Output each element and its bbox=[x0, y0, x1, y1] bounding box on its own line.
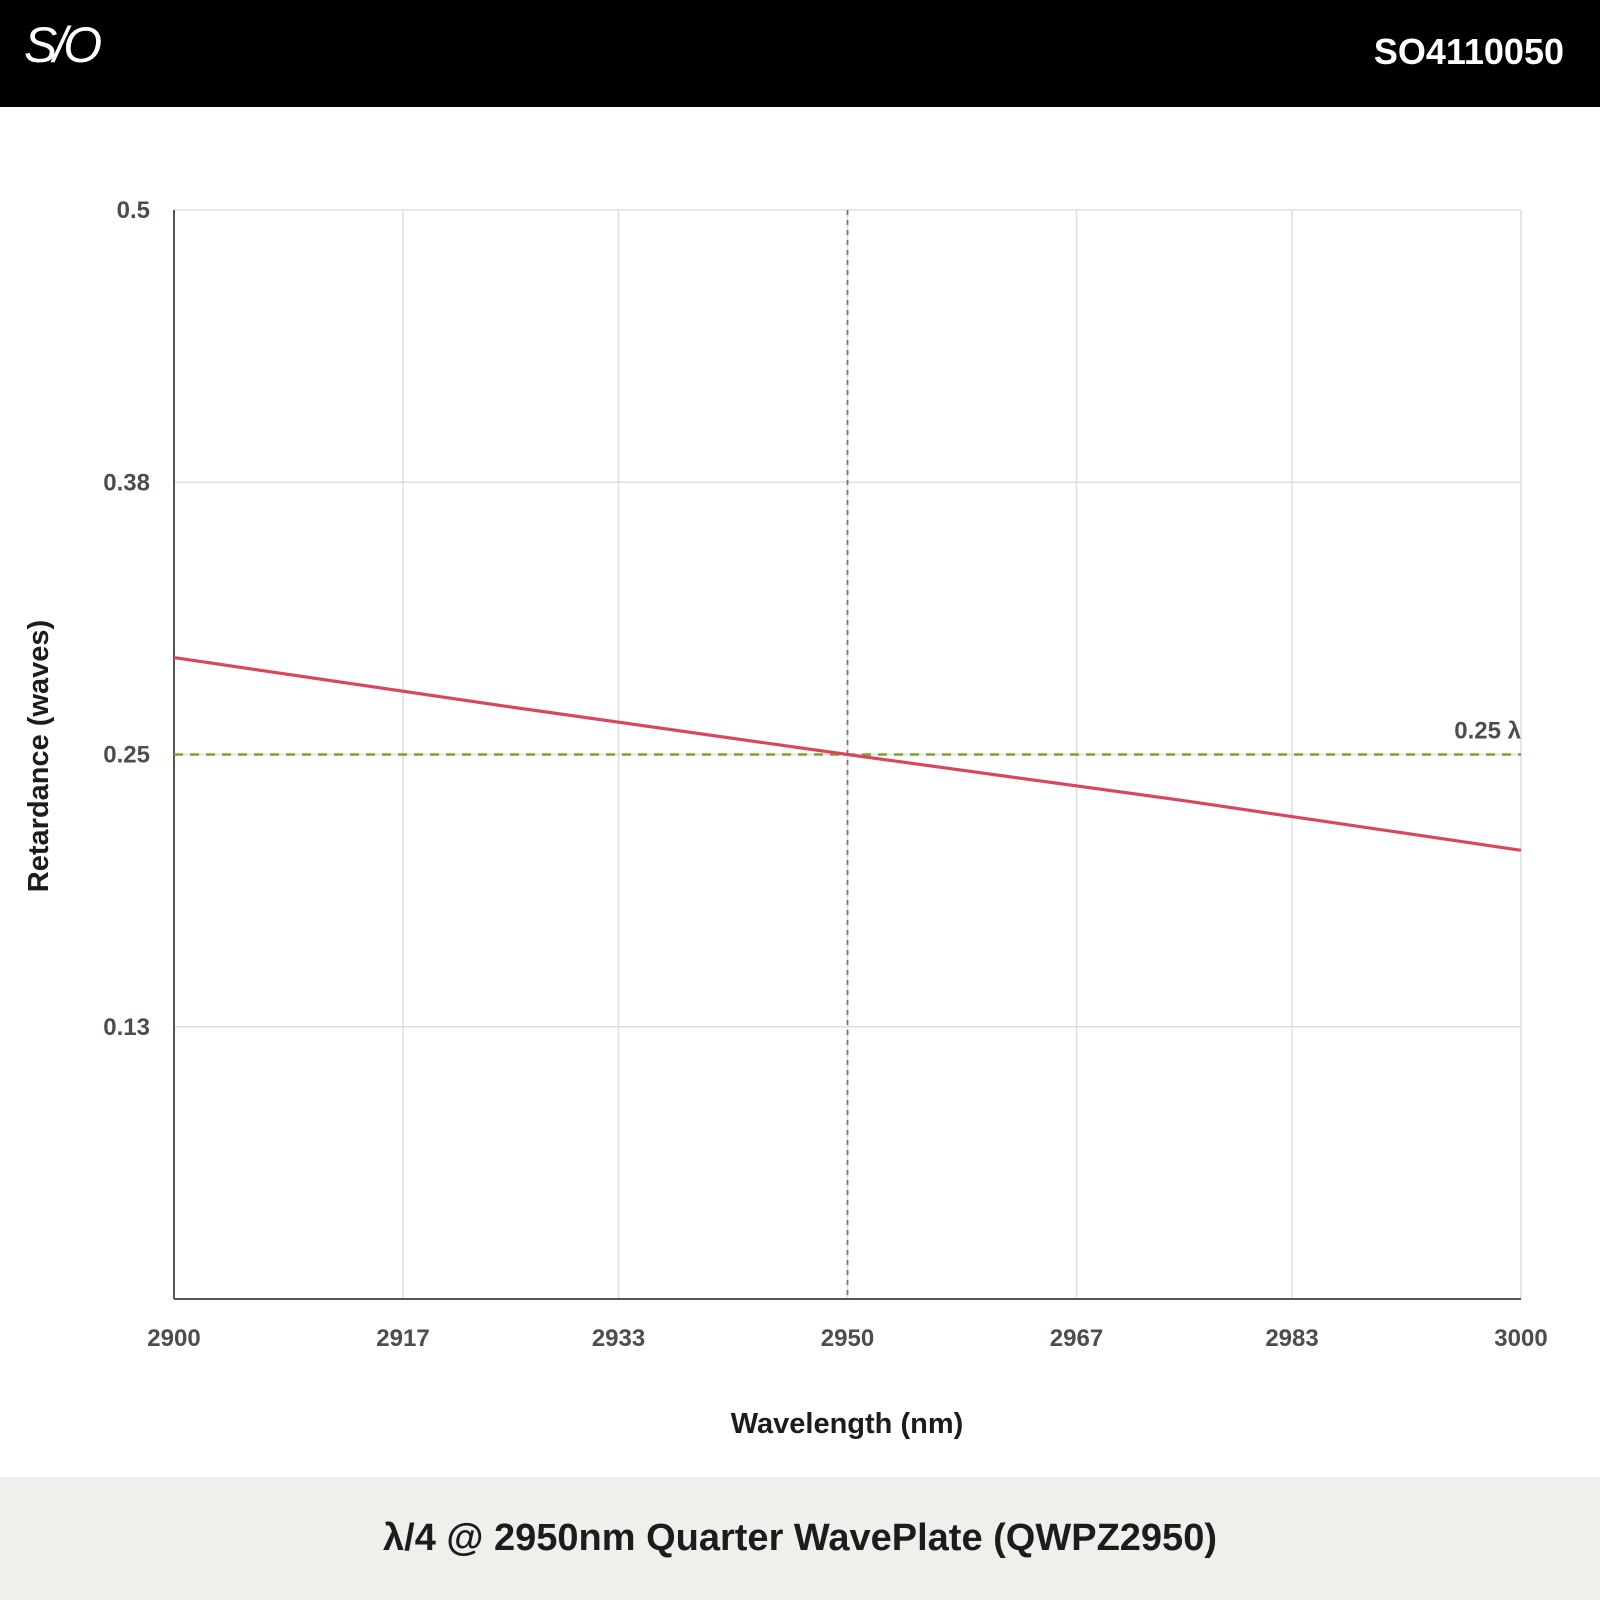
y-tick-label: 0.38 bbox=[103, 469, 150, 496]
tick-labels: 2900 2917 2933 2950 2967 2983 3000 0.5 0.38 0.25 0… bbox=[103, 197, 1547, 1352]
series-group bbox=[173, 656, 1522, 852]
y-tick-label: 0.25 bbox=[103, 742, 150, 769]
x-tick-label: 2983 bbox=[1265, 1325, 1318, 1352]
y-tick-label: 0.13 bbox=[103, 1014, 150, 1041]
header-bar: S/O SO4110050 bbox=[0, 0, 1600, 107]
x-tick-label: 2950 bbox=[821, 1325, 874, 1352]
y-axis-label: Retardance (waves) bbox=[23, 620, 55, 892]
retardance-chart: 0.25 λ 2900 2917 2933 2950 2967 2983 3000 0.5 0.… bbox=[23, 197, 1548, 1440]
retardance-series-line bbox=[173, 656, 1522, 852]
chart-area: 0.25 λ 2900 2917 2933 2950 2967 2983 3000 0.5 0.… bbox=[0, 107, 1600, 1477]
product-title: λ/4 @ 2950nm Quarter WavePlate (QWPZ2950… bbox=[383, 1517, 1217, 1559]
x-axis-label: Wavelength (nm) bbox=[731, 1408, 964, 1440]
product-code: SO4110050 bbox=[1373, 31, 1564, 72]
x-tick-label: 3000 bbox=[1494, 1325, 1547, 1352]
x-tick-label: 2967 bbox=[1050, 1325, 1103, 1352]
logo: S/O bbox=[24, 17, 102, 73]
x-tick-label: 2900 bbox=[147, 1325, 200, 1352]
y-tick-label: 0.5 bbox=[117, 197, 150, 224]
footer-bar: λ/4 @ 2950nm Quarter WavePlate (QWPZ2950… bbox=[0, 1477, 1600, 1600]
reference-line-label: 0.25 λ bbox=[1454, 718, 1521, 745]
x-tick-label: 2917 bbox=[376, 1325, 429, 1352]
x-tick-label: 2933 bbox=[592, 1325, 645, 1352]
